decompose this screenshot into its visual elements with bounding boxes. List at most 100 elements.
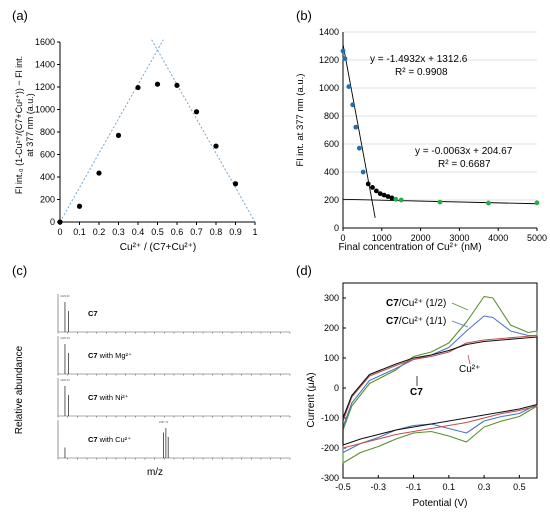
chart-d-ylabel: Current (μA) bbox=[306, 372, 317, 427]
chart-d-ytick-label: 0 bbox=[334, 383, 339, 393]
chart-a-point bbox=[213, 143, 219, 149]
spectrum-label-compound: C7 bbox=[88, 351, 98, 360]
chart-a-ytick-label: 0 bbox=[50, 217, 55, 227]
chart-b-point bbox=[353, 124, 359, 130]
chart-a-xtick-label: 0.9 bbox=[229, 227, 242, 237]
spectrum-peak-annotation: 1087.70 bbox=[159, 420, 169, 424]
spectrum-label-metal: with Cu²⁺ bbox=[98, 435, 132, 444]
spectrum-peak-annotation: 1026.00 bbox=[60, 378, 70, 382]
chart-d-xtick-label: 0.5 bbox=[513, 482, 526, 492]
chart-a: 0 200 400 600 800 1000 1200 1400 1600 0 0.1 0.2 0.3 0… bbox=[35, 37, 258, 237]
cv-curve bbox=[342, 336, 538, 446]
chart-a-ytick-label: 1200 bbox=[35, 82, 55, 92]
chart-d-xtick-label: -0.3 bbox=[371, 482, 387, 492]
chart-b-point bbox=[346, 84, 352, 89]
chart-b-ytick-label: 400 bbox=[324, 167, 339, 177]
chart-b-point bbox=[340, 48, 346, 54]
cv-legend-label: C7/Cu²⁺ (1/2) bbox=[386, 298, 446, 309]
spectrum-label-metal: with Mg²⁺ bbox=[98, 351, 132, 360]
chart-a-trendline bbox=[59, 39, 164, 223]
fit-2-equation: y = -0.0063x + 204.67 bbox=[415, 146, 513, 157]
chart-a-point bbox=[96, 170, 102, 176]
chart-b-xlabel: Final concentration of Cu²⁺ (nM) bbox=[338, 242, 481, 253]
chart-b-point bbox=[373, 188, 379, 194]
chart-b-point bbox=[393, 196, 399, 202]
chart-d: -300 -200 -100 0 100 200 300 -0.5 -0.3 -0.1 0.1 0.3… bbox=[321, 282, 538, 492]
chart-a-xtick-label: 0.1 bbox=[73, 227, 86, 237]
cv-legend-pointer bbox=[467, 354, 471, 365]
cv-legend-pointer bbox=[451, 302, 469, 311]
chart-b-ytick-label: 1400 bbox=[319, 27, 339, 37]
chart-b-fit-line bbox=[342, 44, 376, 218]
chart-b-ylabel: Fl int. at 377 nm (a.u.) bbox=[295, 74, 306, 167]
chart-b-point bbox=[350, 102, 356, 108]
panel-a-label: (a) bbox=[12, 8, 28, 23]
chart-a-ylabel-1: Fl int.₀ (1-Cu²⁺/(C7+Cu²⁺)) − Fl int. bbox=[14, 56, 24, 194]
chart-a-point bbox=[57, 219, 63, 225]
chart-a-ytick-label: 200 bbox=[40, 195, 55, 205]
panel-d-label: (d) bbox=[296, 263, 312, 278]
spectrum-label-metal: with Ni²⁺ bbox=[98, 393, 129, 402]
chart-b-point bbox=[398, 197, 404, 203]
chart-a-point bbox=[174, 82, 180, 88]
chart-b-ytick-label: 1200 bbox=[319, 55, 339, 65]
cv-legend-label: C7/Cu²⁺ (1/1) bbox=[386, 316, 446, 327]
spectrum-label: C7 with Mg²⁺ bbox=[88, 351, 132, 360]
chart-d-ytick-label: 100 bbox=[324, 353, 339, 363]
chart-d-xtick-label: 0.3 bbox=[478, 482, 491, 492]
chart-a-ytick-label: 1600 bbox=[35, 37, 55, 47]
chart-a-point bbox=[76, 203, 83, 209]
chart-b-xtick-label: 4000 bbox=[488, 233, 508, 243]
panel-b-label: (b) bbox=[296, 8, 312, 23]
chart-a-ytick-label: 600 bbox=[40, 150, 55, 160]
chart-b-ytick-label: 600 bbox=[324, 139, 339, 149]
spectrum-peak-annotation: 1026.00 bbox=[60, 336, 70, 340]
chart-b-xtick-label: 1000 bbox=[372, 233, 392, 243]
spectrum-label: C7 with Ni²⁺ bbox=[88, 393, 129, 402]
chart-b-point bbox=[360, 169, 366, 175]
chart-d-xtick-label: 0.1 bbox=[443, 482, 456, 492]
fit-2-r2: R² = 0.6687 bbox=[438, 159, 491, 170]
fit-1-r2: R² = 0.9908 bbox=[395, 67, 448, 78]
chart-b: 0 200 400 600 800 1000 1200 1400 0 1000 2000 3000 40… bbox=[319, 27, 547, 243]
chart-a-xtick-label: 0.2 bbox=[93, 227, 106, 237]
chart-c-xlabel: m/z bbox=[147, 467, 163, 478]
chart-b-point bbox=[534, 200, 540, 206]
chart-b-ytick-label: 200 bbox=[324, 195, 339, 205]
spectrum-label-compound: C7 bbox=[88, 393, 98, 402]
chart-d-xlabel: Potential (V) bbox=[412, 498, 467, 509]
chart-b-point bbox=[370, 185, 375, 190]
chart-d-ytick-label: -200 bbox=[321, 443, 339, 453]
chart-a-trendline bbox=[151, 39, 256, 223]
chart-a-ytick-label: 400 bbox=[40, 172, 55, 182]
chart-b-point bbox=[365, 181, 371, 187]
chart-d-ytick-label: -300 bbox=[321, 473, 339, 483]
fit-1-equation: y = -1.4932x + 1312.6 bbox=[370, 54, 468, 65]
cv-legend-rest: /Cu²⁺ (1/2) bbox=[399, 298, 447, 309]
chart-b-point bbox=[486, 200, 491, 206]
cv-legend-label: C7 bbox=[410, 387, 423, 398]
chart-b-ytick-label: 1000 bbox=[319, 83, 339, 93]
chart-b-point bbox=[437, 199, 443, 205]
cv-curve bbox=[342, 334, 538, 449]
chart-b-point bbox=[381, 192, 387, 198]
chart-a-xtick-label: 0.3 bbox=[112, 227, 125, 237]
cv-curve bbox=[342, 315, 538, 454]
chart-a-xtick-label: 0 bbox=[57, 227, 62, 237]
chart-a-ytick-label: 1400 bbox=[35, 60, 55, 70]
spectrum-label: C7 with Cu²⁺ bbox=[88, 435, 131, 444]
chart-a-xtick-label: 0.8 bbox=[210, 227, 223, 237]
chart-a-ytick-label: 800 bbox=[40, 127, 55, 137]
chart-b-xtick-label: 2000 bbox=[411, 233, 431, 243]
chart-d-ytick-label: -100 bbox=[321, 413, 339, 423]
cv-legend-label: Cu²⁺ bbox=[459, 364, 480, 375]
chart-a-point bbox=[154, 81, 161, 87]
chart-a-xtick-label: 0.5 bbox=[151, 227, 164, 237]
chart-a-ytick-label: 1000 bbox=[35, 105, 55, 115]
chart-a-xtick-label: 0.7 bbox=[190, 227, 203, 237]
chart-a-point bbox=[193, 109, 200, 115]
spectrum-peak-annotation: 1026.00 bbox=[60, 294, 70, 298]
chart-d-xtick-label: -0.1 bbox=[406, 482, 422, 492]
cv-legend-compound: C7 bbox=[386, 298, 399, 309]
